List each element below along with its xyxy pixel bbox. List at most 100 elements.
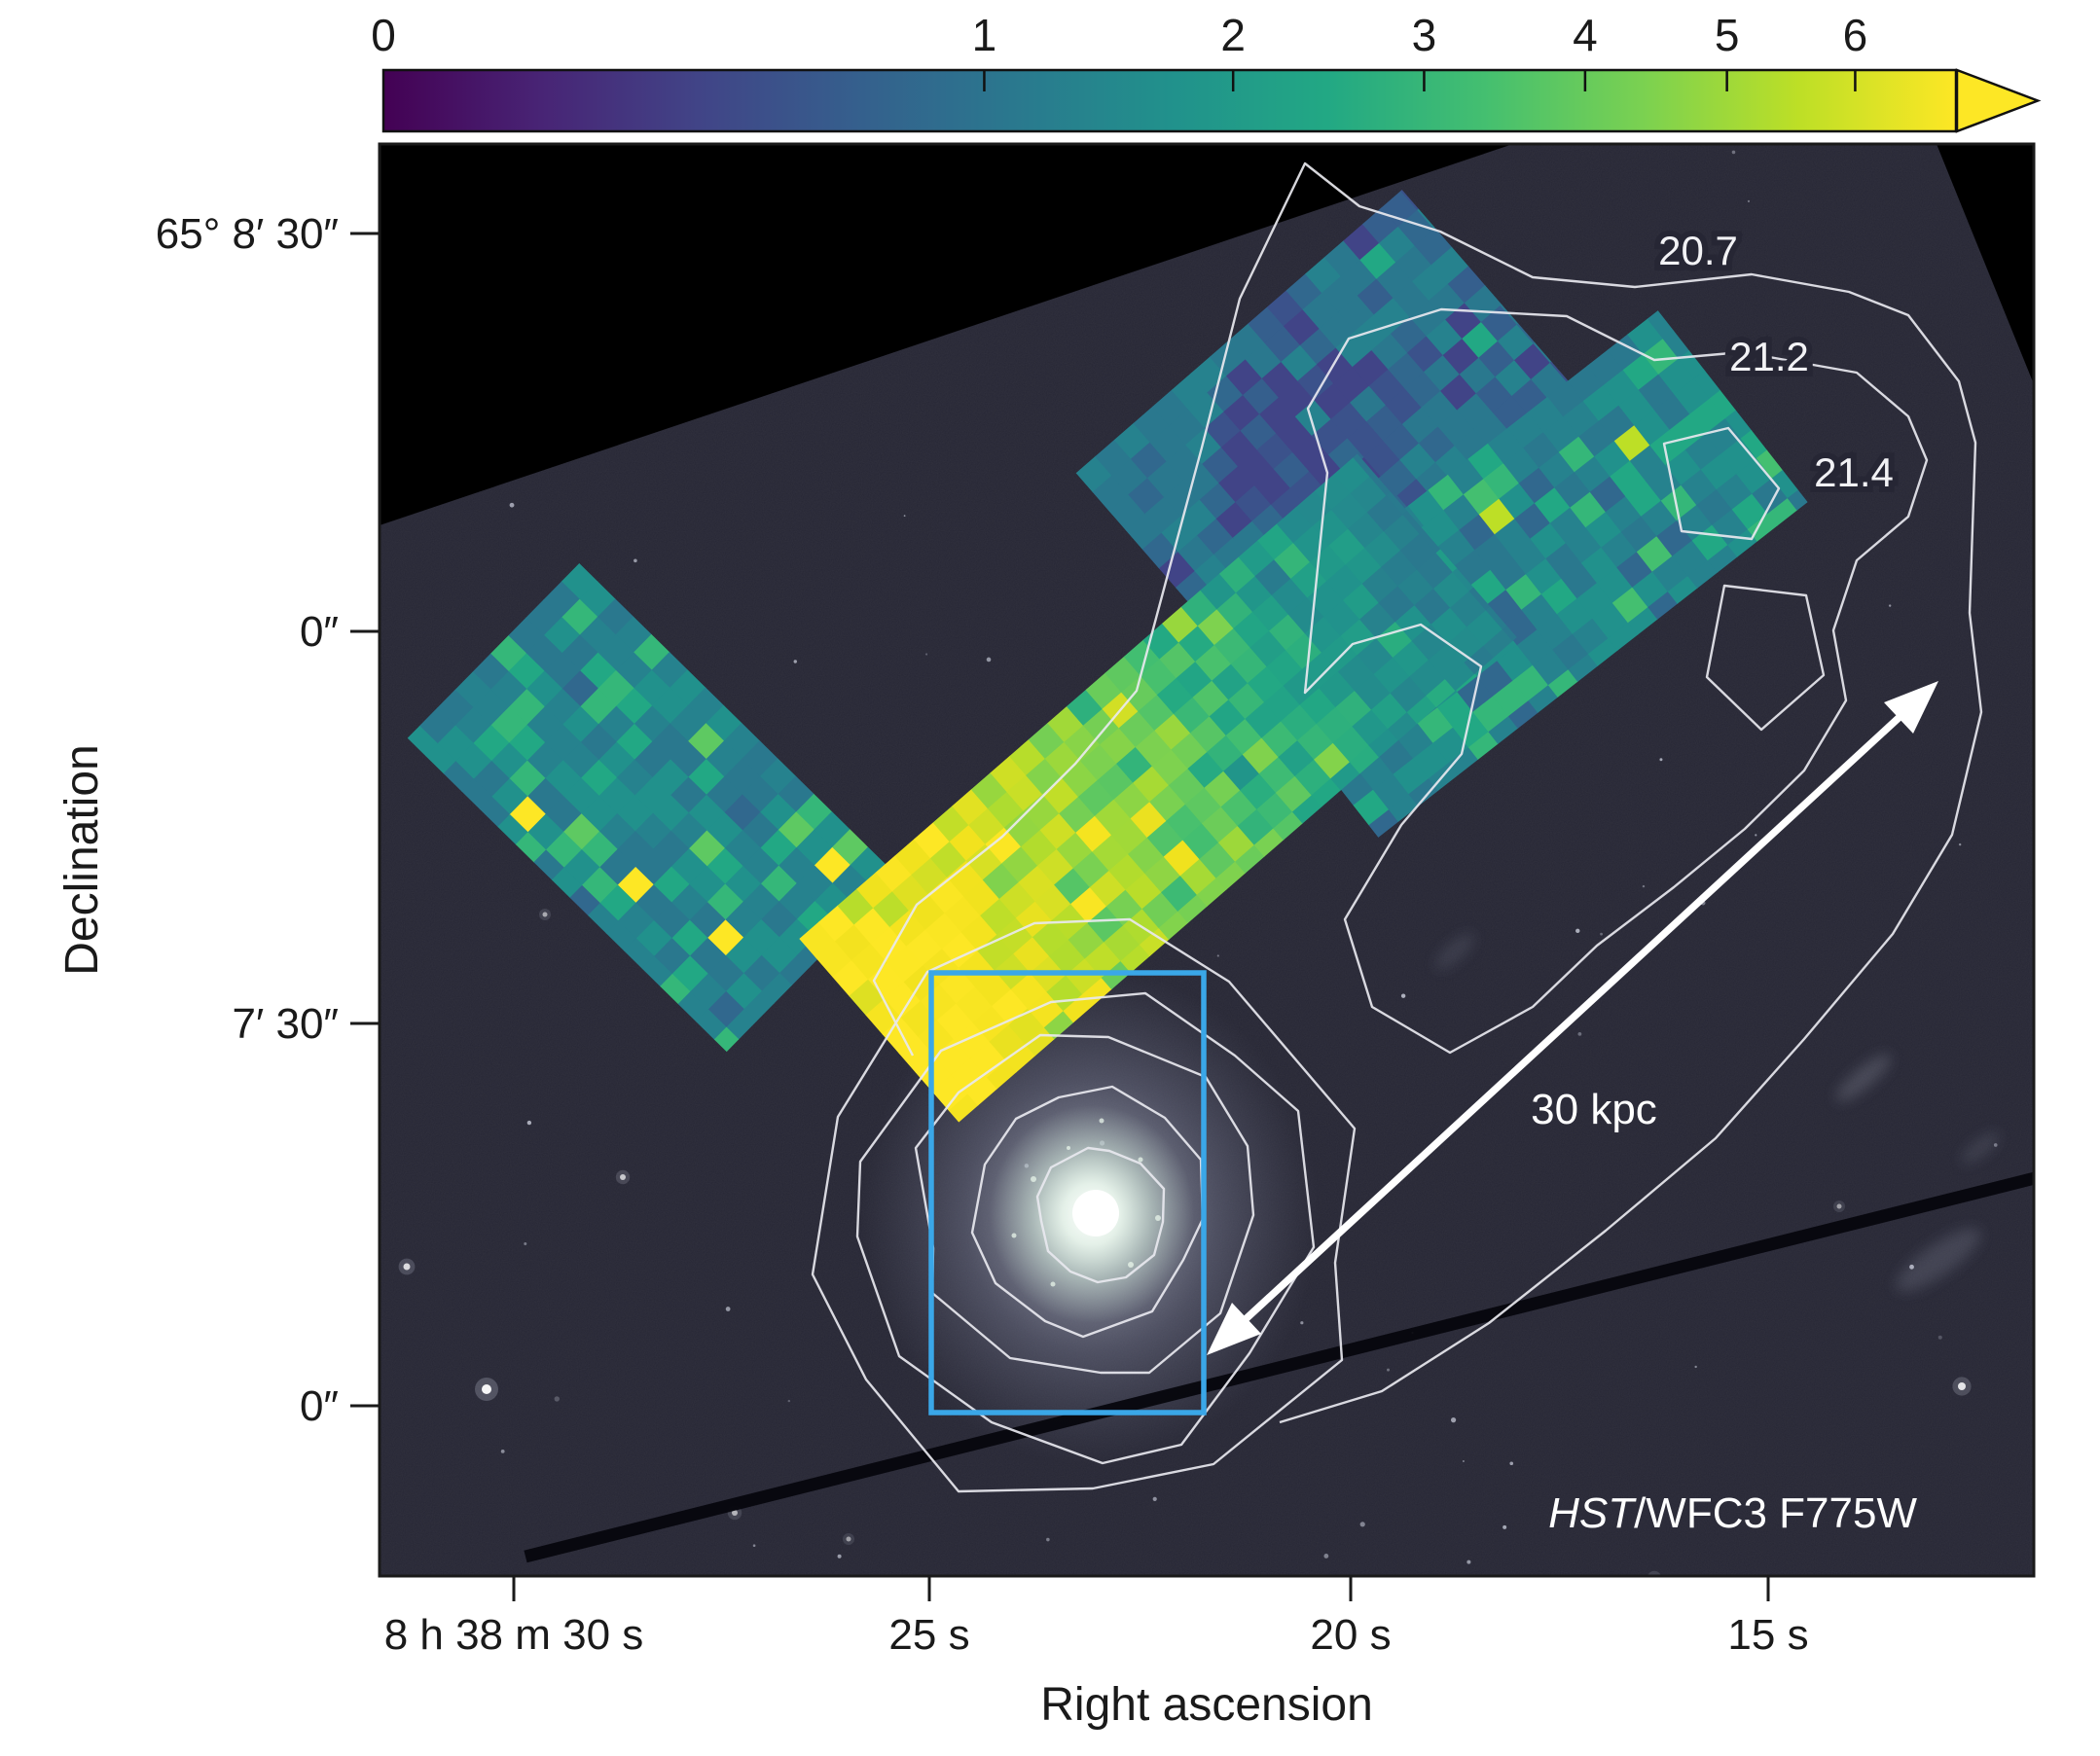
star	[1387, 1368, 1391, 1372]
bright-star	[1836, 1203, 1842, 1209]
plot-frame	[378, 142, 2036, 1578]
ra-tick-label: 15 s	[1727, 1611, 1808, 1659]
contour-label-20.7: 20.7	[1658, 228, 1738, 273]
ra-tick-label: 8 h 38 m 30 s	[384, 1611, 644, 1659]
star	[1216, 954, 1219, 957]
bright-star	[899, 1660, 911, 1671]
galaxy-star-knots	[1011, 1118, 1161, 1287]
dec-tick-label: 0″	[300, 608, 339, 656]
star-glow	[1647, 1570, 1661, 1576]
contour-20.7	[872, 161, 1983, 1424]
x-axis-title: Right ascension	[1040, 1679, 1373, 1731]
galaxy-isophote	[811, 917, 1357, 1493]
star	[1450, 1417, 1457, 1423]
contour-21.4-upper	[1662, 426, 1781, 541]
star	[986, 657, 992, 663]
star	[1046, 1537, 1050, 1542]
star	[1600, 932, 1603, 936]
star-glow	[1142, 1604, 1154, 1616]
contour-label-21.4: 21.4	[1814, 449, 1894, 495]
star	[1577, 1031, 1582, 1036]
star	[1466, 1559, 1471, 1564]
ra-tick-label: 20 s	[1310, 1611, 1391, 1659]
star	[634, 558, 637, 563]
colorbar-tick-label: 0	[371, 10, 396, 60]
galaxy-isophote	[855, 991, 1316, 1465]
instrument-label-italic: HST	[1548, 1489, 1637, 1537]
bright-star	[542, 912, 548, 917]
star	[1642, 884, 1646, 888]
star	[1575, 928, 1580, 934]
star	[1152, 1496, 1157, 1501]
dec-tick-label: 7′ 30″	[233, 1000, 339, 1048]
star	[509, 502, 515, 508]
star	[752, 1544, 756, 1548]
zoom-region-box	[928, 970, 1207, 1416]
colorbar: 0 1 2 3 4 5 6	[371, 10, 2042, 133]
star	[903, 515, 906, 518]
colorbar-tick-label: 3	[1412, 10, 1437, 60]
star	[1958, 842, 1962, 846]
colorbar-tick-label: 1	[972, 10, 997, 60]
star	[1937, 1335, 1942, 1340]
sky-image: 20.7 21.2 21.4 30 kpc HST/WFC3 F775W	[380, 144, 2034, 1671]
bright-star	[620, 1174, 626, 1180]
colorbar-tick-label: 2	[1220, 10, 1246, 60]
star	[1462, 1460, 1465, 1463]
ra-axis-ticks: 8 h 38 m 30 s 25 s 20 s 15 s	[384, 1576, 1809, 1659]
star	[1888, 604, 1892, 607]
star	[793, 660, 797, 663]
star	[526, 1120, 532, 1126]
background-galaxy-wisps	[1434, 933, 2000, 1292]
bright-star	[482, 1384, 491, 1394]
scale-label: 30 kpc	[1531, 1086, 1657, 1133]
bright-star	[403, 1263, 411, 1271]
y-axis-title: Declination	[56, 744, 108, 975]
star	[1694, 1365, 1697, 1369]
contour-21.4-lower	[1705, 584, 1826, 732]
bright-star	[846, 1536, 851, 1542]
dec-tick-label: 0″	[300, 1382, 339, 1430]
instrument-label: HST/WFC3 F775W	[1548, 1489, 1917, 1537]
bright-star	[1146, 1608, 1151, 1613]
star	[1747, 199, 1751, 202]
star	[1400, 993, 1406, 998]
star	[1359, 1522, 1365, 1527]
dec-tick-label: 65° 8′ 30″	[156, 210, 339, 258]
star	[925, 653, 928, 656]
field-corner-top-right	[1937, 144, 2034, 384]
star	[500, 1449, 505, 1453]
star	[1755, 834, 1757, 837]
star	[1503, 1524, 1507, 1529]
contour-label-21.2: 21.2	[1729, 334, 1809, 379]
colorbar-arrow-icon	[1955, 68, 2042, 133]
bright-star	[1958, 1382, 1966, 1390]
instrument-label-rest: /WFC3 F775W	[1634, 1489, 1917, 1537]
star	[787, 1399, 791, 1403]
star	[725, 1307, 731, 1311]
contour-21.2	[1303, 307, 1929, 1055]
star	[1300, 1321, 1304, 1325]
ra-tick-label: 25 s	[888, 1611, 969, 1659]
dec-axis-ticks: 65° 8′ 30″ 0″ 7′ 30″ 0″	[156, 210, 379, 1430]
field-corner-top-left	[380, 144, 1513, 525]
bright-star	[732, 1510, 738, 1516]
star	[1509, 1461, 1514, 1466]
star	[1731, 150, 1736, 155]
star	[837, 1554, 842, 1559]
galaxy-isophote	[970, 1085, 1205, 1339]
pointing-tail	[799, 453, 1517, 1123]
star	[1323, 1554, 1329, 1559]
star	[554, 1396, 560, 1402]
galaxy-isophote	[914, 1033, 1255, 1375]
star	[524, 1242, 527, 1246]
surface-brightness-contours	[811, 161, 1983, 1493]
colorbar-tick-label: 4	[1573, 10, 1598, 60]
colorbar-tick-label: 5	[1715, 10, 1740, 60]
scale-arrow	[1207, 681, 1938, 1355]
chip-gap-streak	[524, 1171, 2034, 1563]
star	[1659, 758, 1663, 762]
galaxy-isophote	[1035, 1146, 1166, 1284]
